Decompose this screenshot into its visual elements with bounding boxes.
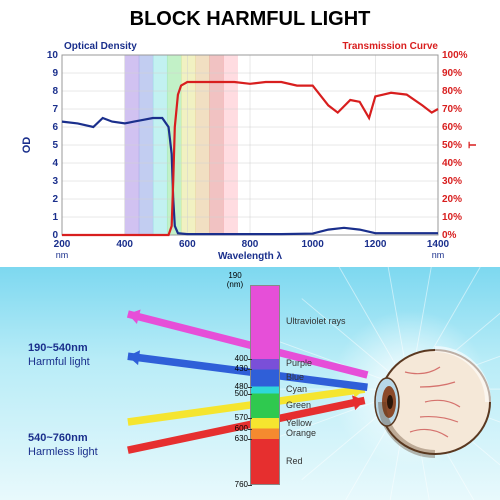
- svg-text:6: 6: [52, 122, 58, 133]
- harmful-label: Harmful light: [28, 356, 90, 368]
- svg-text:nm: nm: [432, 250, 445, 260]
- spectrum-labels: Ultraviolet raysPurpleBlueCyanGreenYello…: [286, 285, 376, 485]
- svg-text:100%: 100%: [442, 50, 468, 61]
- svg-text:1200: 1200: [364, 239, 387, 250]
- svg-text:80%: 80%: [442, 86, 462, 97]
- svg-text:20%: 20%: [442, 194, 462, 205]
- svg-text:nm: nm: [56, 250, 69, 260]
- svg-text:60%: 60%: [442, 122, 462, 133]
- root: BLOCK HARMFUL LIGHT 0123456789100%10%20%…: [0, 0, 500, 500]
- svg-text:50%: 50%: [442, 140, 462, 151]
- svg-text:200: 200: [54, 239, 71, 250]
- svg-text:Wavelength λ: Wavelength λ: [218, 251, 283, 262]
- svg-text:8: 8: [52, 86, 58, 97]
- svg-text:T: T: [467, 141, 479, 148]
- svg-text:90%: 90%: [442, 68, 462, 79]
- svg-text:Optical Density: Optical Density: [64, 41, 137, 52]
- svg-text:30%: 30%: [442, 176, 462, 187]
- eye-icon: [370, 337, 500, 467]
- harmless-range: 540~760nm: [28, 432, 88, 444]
- harmless-label: Harmless light: [28, 446, 98, 458]
- svg-text:4: 4: [52, 158, 58, 169]
- svg-text:600: 600: [179, 239, 196, 250]
- svg-text:40%: 40%: [442, 158, 462, 169]
- svg-text:1: 1: [52, 212, 58, 223]
- svg-text:7: 7: [52, 104, 58, 115]
- spectrum-scale: 190(nm)400430480500570600630760: [222, 285, 248, 485]
- harmful-range: 190~540nm: [28, 342, 88, 354]
- svg-text:1400: 1400: [427, 239, 450, 250]
- eye-infographic: 190(nm)400430480500570600630760 Ultravio…: [0, 267, 500, 500]
- svg-text:1000: 1000: [302, 239, 325, 250]
- transmission-chart: 0123456789100%10%20%30%40%50%60%70%80%90…: [10, 35, 490, 267]
- svg-text:800: 800: [242, 239, 259, 250]
- main-title: BLOCK HARMFUL LIGHT: [0, 0, 500, 35]
- svg-text:9: 9: [52, 68, 58, 79]
- svg-text:10: 10: [47, 50, 59, 61]
- spectrum-bar: [250, 285, 280, 485]
- svg-text:2: 2: [52, 194, 58, 205]
- svg-text:OD: OD: [21, 137, 33, 154]
- svg-text:5: 5: [52, 140, 58, 151]
- svg-text:70%: 70%: [442, 104, 462, 115]
- svg-text:10%: 10%: [442, 212, 462, 223]
- chart-svg: 0123456789100%10%20%30%40%50%60%70%80%90…: [10, 35, 490, 267]
- svg-text:400: 400: [116, 239, 133, 250]
- svg-text:Transmission Curve: Transmission Curve: [342, 41, 438, 52]
- svg-text:3: 3: [52, 176, 58, 187]
